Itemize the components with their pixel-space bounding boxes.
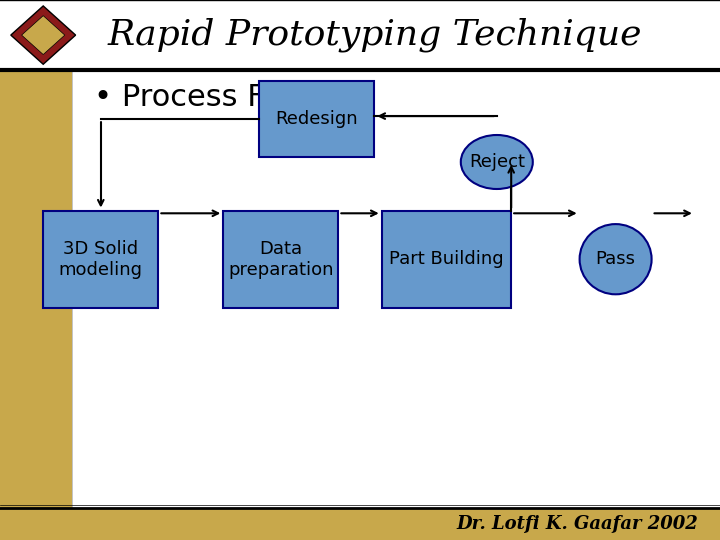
Bar xyxy=(0,70,72,508)
Text: 3D Solid
modeling: 3D Solid modeling xyxy=(59,240,143,279)
Text: • Process Flow: • Process Flow xyxy=(94,83,316,112)
FancyBboxPatch shape xyxy=(259,81,374,157)
Text: Redesign: Redesign xyxy=(276,110,358,128)
Bar xyxy=(72,70,720,508)
Text: Part Building: Part Building xyxy=(389,250,504,268)
Polygon shape xyxy=(11,6,76,64)
Bar xyxy=(0,0,720,70)
Polygon shape xyxy=(22,16,65,55)
Bar xyxy=(0,508,720,540)
Ellipse shape xyxy=(580,224,652,294)
FancyBboxPatch shape xyxy=(382,211,511,308)
FancyBboxPatch shape xyxy=(223,211,338,308)
Text: Pass: Pass xyxy=(595,250,636,268)
Text: Reject: Reject xyxy=(469,153,525,171)
Text: Data
preparation: Data preparation xyxy=(228,240,333,279)
Text: Dr. Lotfi K. Gaafar 2002: Dr. Lotfi K. Gaafar 2002 xyxy=(456,515,698,533)
FancyBboxPatch shape xyxy=(43,211,158,308)
Ellipse shape xyxy=(461,135,533,189)
Text: Rapid Prototyping Technique: Rapid Prototyping Technique xyxy=(107,18,642,52)
